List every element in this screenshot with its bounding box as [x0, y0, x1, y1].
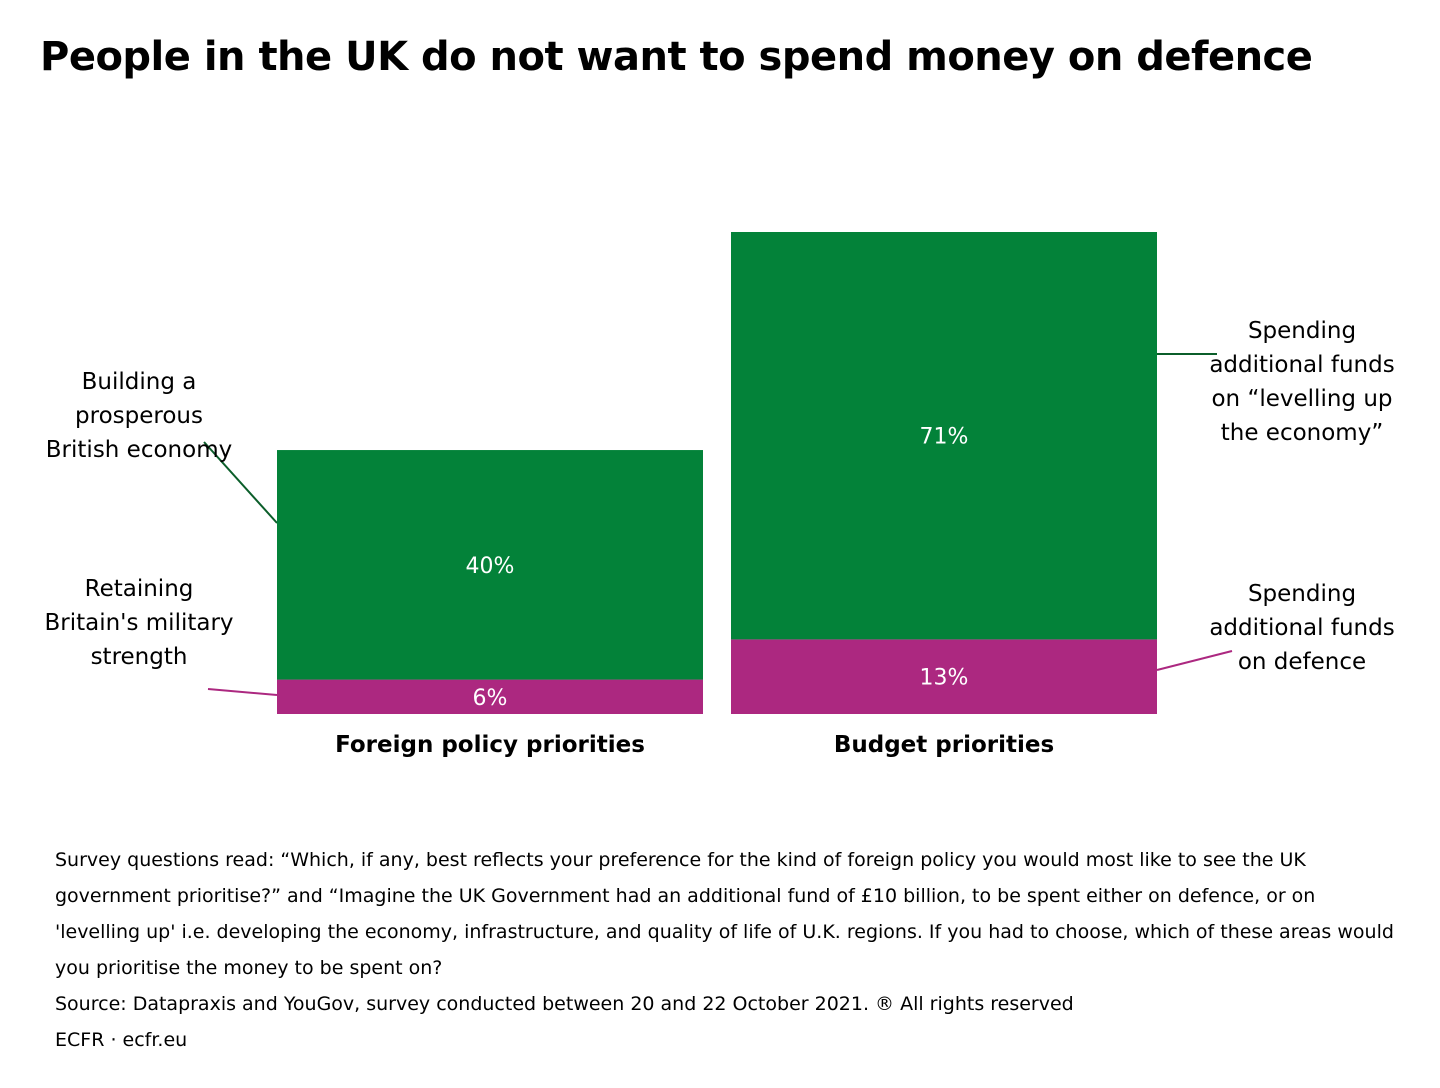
- leader-line-foreign-defence: [207, 688, 278, 696]
- annotation-foreign-defence: Retaining Britain's military strength: [44, 576, 234, 670]
- category-label-0: Foreign policy priorities: [335, 732, 645, 758]
- data-label-defence-1: 13%: [920, 666, 969, 691]
- credit-note: ECFR · ecfr.eu: [55, 1029, 188, 1051]
- data-label-economy-0: 40%: [466, 554, 515, 579]
- chart-title: People in the UK do not want to spend mo…: [40, 34, 1313, 80]
- category-label-1: Budget priorities: [834, 732, 1054, 758]
- leader-line-budget-defence: [1156, 650, 1233, 671]
- bar-defence-1: [731, 639, 1157, 714]
- bar-economy-0: [277, 450, 703, 680]
- data-label-defence-0: 6%: [473, 686, 508, 711]
- annotation-budget-economy: Spending additional funds on “levelling …: [1209, 318, 1395, 446]
- footnotes: Survey questions read: “Which, if any, b…: [55, 842, 1395, 1058]
- annotation-budget-defence: Spending additional funds on defence: [1209, 581, 1395, 675]
- bar-economy-1: [731, 232, 1157, 640]
- survey-note: Survey questions read: “Which, if any, b…: [55, 849, 1394, 979]
- source-note: Source: Datapraxis and YouGov, survey co…: [55, 993, 1074, 1015]
- data-label-economy-1: 71%: [920, 425, 969, 450]
- leader-line-foreign-economy: [203, 441, 278, 524]
- bar-defence-0: [277, 679, 703, 714]
- annotation-foreign-economy: Building a prosperous British economy: [45, 369, 233, 463]
